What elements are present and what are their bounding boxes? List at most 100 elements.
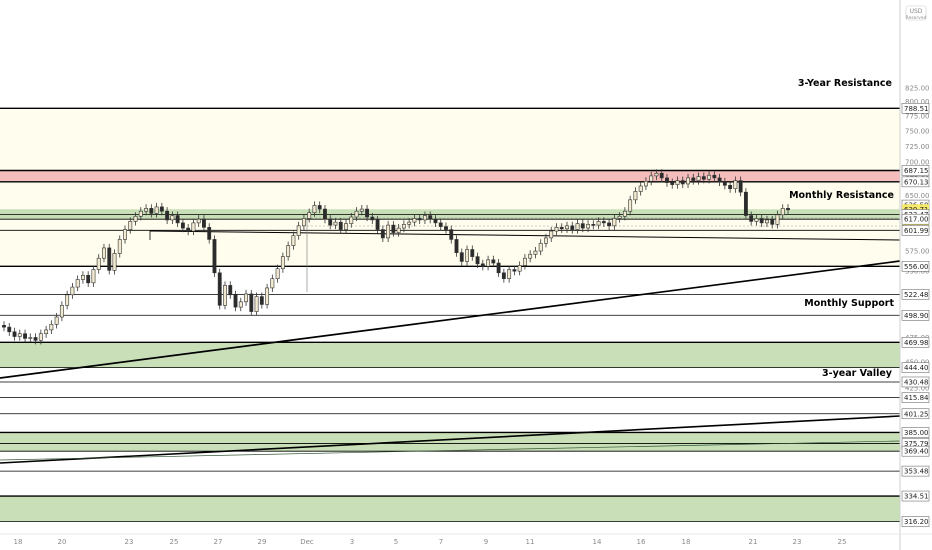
candle-body[interactable] bbox=[59, 305, 64, 318]
candle-body[interactable] bbox=[717, 177, 722, 183]
candle-body[interactable] bbox=[633, 191, 638, 201]
currency-box[interactable] bbox=[905, 5, 927, 21]
candle-body[interactable] bbox=[517, 265, 522, 272]
candle-body[interactable] bbox=[686, 177, 690, 185]
candle-body[interactable] bbox=[254, 296, 259, 312]
candle-body[interactable] bbox=[470, 249, 475, 257]
price-level-tag[interactable] bbox=[901, 408, 930, 420]
candle-body[interactable] bbox=[728, 185, 733, 190]
candle-body[interactable] bbox=[570, 225, 575, 230]
candle-body[interactable] bbox=[349, 216, 354, 224]
candle-body[interactable] bbox=[691, 177, 696, 181]
long-trendline-lower[interactable] bbox=[0, 415, 901, 464]
candle-body[interactable] bbox=[591, 224, 596, 226]
candle-body[interactable] bbox=[749, 215, 754, 222]
candle-body[interactable] bbox=[533, 250, 538, 255]
candle-body[interactable] bbox=[496, 262, 501, 274]
candle-body[interactable] bbox=[117, 239, 122, 254]
candle-body[interactable] bbox=[49, 324, 54, 331]
candle-body[interactable] bbox=[501, 272, 506, 279]
candle-body[interactable] bbox=[391, 224, 396, 233]
candle-body[interactable] bbox=[312, 205, 317, 213]
candle-body[interactable] bbox=[370, 216, 375, 221]
price-level-tag[interactable] bbox=[901, 310, 930, 321]
candle-body[interactable] bbox=[107, 247, 112, 271]
candle-body[interactable] bbox=[438, 222, 443, 227]
price-level-tag[interactable] bbox=[901, 337, 930, 348]
candle-body[interactable] bbox=[375, 219, 380, 230]
long-trendline-thin[interactable] bbox=[0, 440, 901, 461]
candle-body[interactable] bbox=[401, 224, 406, 229]
candle-body[interactable] bbox=[307, 212, 312, 219]
candle-body[interactable] bbox=[96, 257, 101, 270]
time-axis[interactable]: 18 20 23 25 27 29 Dec 3 5 7 9 11 14 16 18 21 23 25 bbox=[0, 533, 932, 546]
candle-body[interactable] bbox=[354, 210, 359, 218]
candle-body[interactable] bbox=[159, 206, 164, 212]
candle-body[interactable] bbox=[412, 218, 417, 223]
candle-body[interactable] bbox=[738, 180, 743, 193]
candle-body[interactable] bbox=[180, 222, 185, 229]
candle-body[interactable] bbox=[275, 268, 280, 279]
price-level-tag[interactable] bbox=[901, 445, 930, 457]
candle-body[interactable] bbox=[696, 176, 701, 181]
candle-body[interactable] bbox=[622, 210, 627, 217]
candle-body[interactable] bbox=[512, 269, 517, 272]
candle-body[interactable] bbox=[133, 215, 138, 222]
candle-body[interactable] bbox=[491, 259, 496, 264]
price-level-tag[interactable] bbox=[901, 490, 930, 502]
candle-body[interactable] bbox=[249, 293, 254, 312]
candle-body[interactable] bbox=[102, 247, 106, 259]
candle-body[interactable] bbox=[707, 174, 712, 180]
candle-body[interactable] bbox=[138, 210, 143, 217]
price-level-tag[interactable] bbox=[901, 465, 930, 477]
candle-body[interactable] bbox=[549, 230, 554, 239]
candle-body[interactable] bbox=[454, 239, 459, 253]
candle-body[interactable] bbox=[701, 176, 706, 180]
price-level-tag[interactable] bbox=[901, 362, 930, 373]
candle-body[interactable] bbox=[202, 218, 206, 228]
candle-body[interactable] bbox=[417, 218, 422, 221]
candle-body[interactable] bbox=[459, 252, 464, 262]
price-level-tag[interactable] bbox=[901, 261, 930, 272]
candle-body[interactable] bbox=[475, 256, 480, 265]
candle-body[interactable] bbox=[228, 285, 233, 296]
candle-body[interactable] bbox=[507, 269, 512, 279]
candle-body[interactable] bbox=[612, 218, 617, 227]
candle-body[interactable] bbox=[522, 257, 527, 266]
candle-body[interactable] bbox=[359, 208, 364, 212]
candle-body[interactable] bbox=[12, 331, 17, 337]
candle-body[interactable] bbox=[607, 222, 612, 227]
price-level-tag[interactable] bbox=[901, 289, 930, 300]
candle-body[interactable] bbox=[386, 224, 391, 239]
candle-body[interactable] bbox=[733, 180, 738, 190]
candle-body[interactable] bbox=[396, 227, 401, 233]
candle-body[interactable] bbox=[270, 278, 275, 289]
candle-body[interactable] bbox=[365, 208, 369, 218]
candle-body[interactable] bbox=[759, 218, 764, 224]
price-level-tag[interactable] bbox=[901, 165, 930, 176]
candle-body[interactable] bbox=[144, 208, 148, 212]
candle-body[interactable] bbox=[259, 296, 264, 305]
candle-body[interactable] bbox=[86, 275, 91, 284]
candle-body[interactable] bbox=[617, 215, 622, 219]
candle-body[interactable] bbox=[680, 180, 685, 185]
zone-resistance-0[interactable] bbox=[0, 108, 900, 171]
candle-body[interactable] bbox=[170, 215, 175, 221]
candle-body[interactable] bbox=[528, 253, 533, 259]
candle-body[interactable] bbox=[286, 245, 291, 257]
price-level-tag[interactable] bbox=[901, 213, 930, 225]
candle-body[interactable] bbox=[480, 263, 485, 267]
candle-body[interactable] bbox=[770, 219, 775, 225]
candle-body[interactable] bbox=[675, 180, 680, 185]
candle-body[interactable] bbox=[580, 223, 585, 229]
candle-body[interactable] bbox=[601, 221, 606, 224]
candle-body[interactable] bbox=[486, 259, 491, 267]
candle-body[interactable] bbox=[344, 223, 348, 230]
price-level-tag[interactable] bbox=[901, 427, 930, 438]
candle-body[interactable] bbox=[428, 215, 433, 220]
candle-body[interactable] bbox=[186, 227, 191, 232]
zone-red-1[interactable] bbox=[0, 170, 900, 182]
candle-body[interactable] bbox=[2, 325, 6, 328]
candle-body[interactable] bbox=[775, 214, 780, 225]
candle-body[interactable] bbox=[743, 191, 748, 216]
